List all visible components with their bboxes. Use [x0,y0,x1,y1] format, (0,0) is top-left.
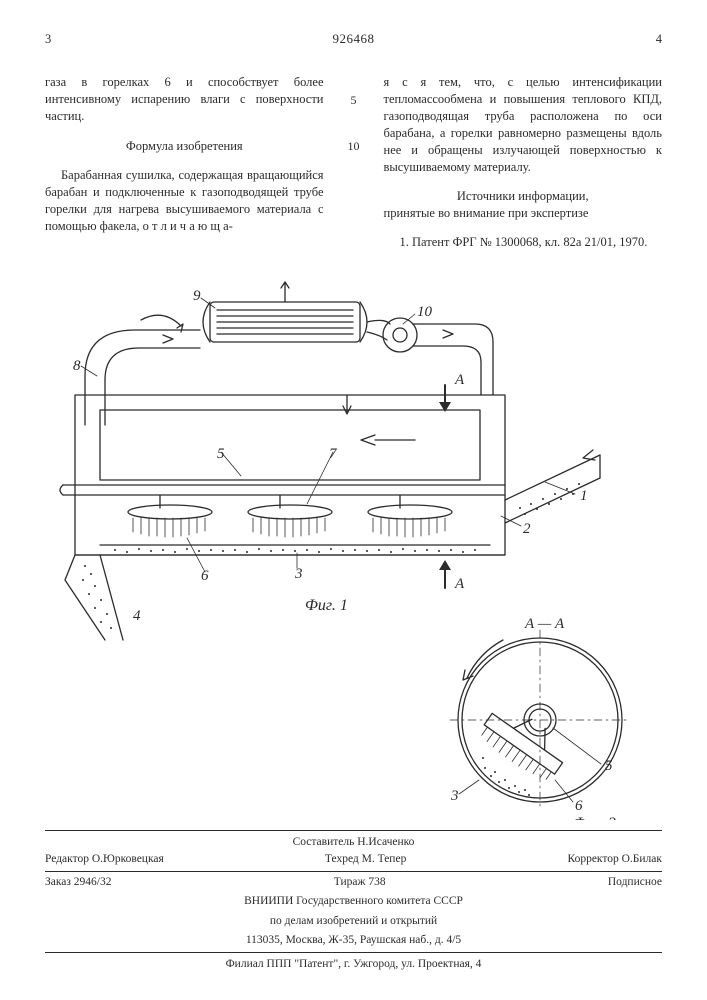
divider [45,952,662,953]
label-2: 2 [523,521,531,537]
label-5: 5 [217,446,225,462]
label-3: 3 [294,566,303,582]
tirazh: Тираж 738 [334,875,386,891]
line-ref-5: 5 [351,92,357,108]
patent-page: 3 926468 4 газа в горелках 6 и способств… [0,0,707,1000]
fig2-label-3: 3 [450,788,459,804]
podpisnoe: Подписное [608,875,662,891]
compiler-line: Составитель Н.Исаченко [45,835,662,851]
line-number-gutter: 5 10 [344,62,364,264]
org-line-1: ВНИИПИ Государственного комитета СССР [45,894,662,910]
figure-svg: А А 1 2 3 4 5 6 7 8 9 10 [45,280,660,820]
section-mark-bottom: А [454,576,465,592]
editors-row: Редактор О.Юрковецкая Техред М. Тепер Ко… [45,852,662,868]
fig2-label-5: 5 [605,758,613,774]
section-ref: А — А [524,616,565,632]
page-number-left: 3 [45,31,51,48]
techred: Техред М. Тепер [325,852,406,868]
divider [45,830,662,831]
label-8: 8 [73,358,81,374]
fig1-caption: Фиг. 1 [305,597,348,614]
order-no: Заказ 2946/32 [45,875,112,891]
fig2-caption: Фиг. 2 [573,815,616,820]
left-para-1: газа в горелках 6 и способствует более и… [45,74,324,125]
fig2-label-6: 6 [575,798,583,814]
reference-1: 1. Патент ФРГ № 1300068, кл. 82a 21/01, … [384,234,663,251]
org-addr: 113035, Москва, Ж-35, Раушская наб., д. … [45,933,662,949]
corrector: Корректор О.Билак [567,852,662,868]
label-9: 9 [193,288,201,304]
editor: Редактор О.Юрковецкая [45,852,164,868]
left-para-2: Барабанная сушилка, содержащая вращающий… [45,167,324,235]
figures-block: А А 1 2 3 4 5 6 7 8 9 10 [45,280,662,820]
right-para-1: я с я тем, что, с целью интенсификации т… [384,74,663,175]
label-6: 6 [201,568,209,584]
section-mark-top: А [454,372,465,388]
label-7: 7 [329,446,338,462]
page-header: 3 926468 4 [45,30,662,48]
order-row: Заказ 2946/32 Тираж 738 Подписное [45,875,662,891]
text-columns: газа в горелках 6 и способствует более и… [45,62,662,264]
document-number: 926468 [333,30,375,48]
line-ref-10: 10 [348,138,360,154]
label-1: 1 [580,488,588,504]
divider [45,871,662,872]
label-10: 10 [417,304,433,320]
label-4: 4 [133,608,141,624]
right-column: я с я тем, что, с целью интенсификации т… [384,62,663,264]
page-number-right: 4 [656,31,662,48]
sources-heading: Источники информации, [384,188,663,205]
formula-heading: Формула изобретения [45,138,324,155]
branch-line: Филиал ППП "Патент", г. Ужгород, ул. Про… [45,957,662,973]
left-column: газа в горелках 6 и способствует более и… [45,62,324,264]
org-line-2: по делам изобретений и открытий [45,914,662,930]
imprint: Составитель Н.Исаченко Редактор О.Юркове… [45,830,662,973]
sources-subline: принятые во внимание при экспертизе [384,205,663,222]
